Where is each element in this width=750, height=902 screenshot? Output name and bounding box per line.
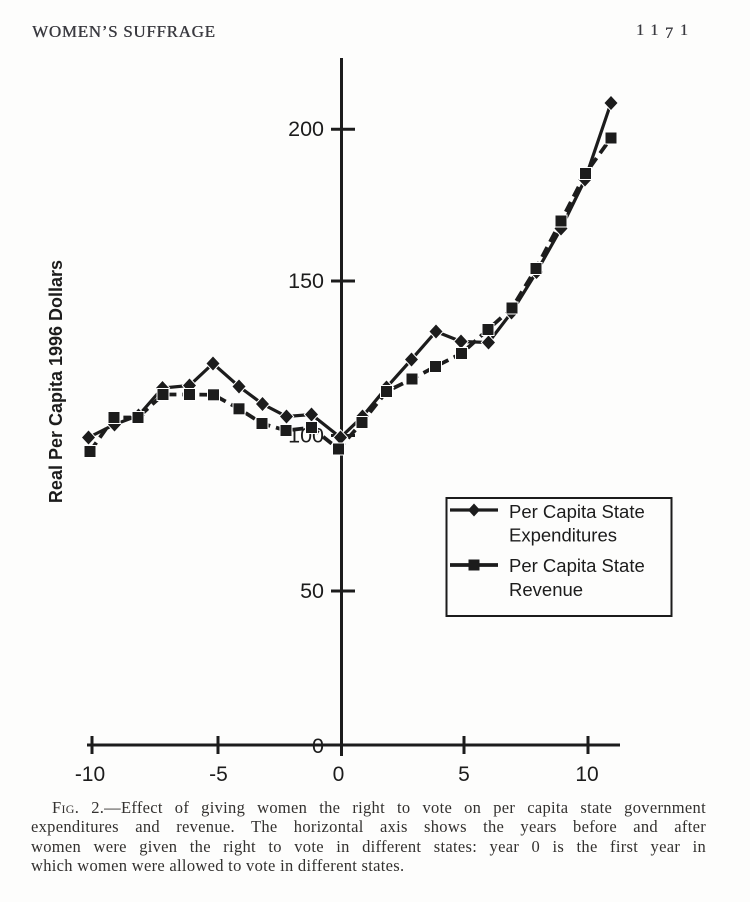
svg-text:50: 50 <box>300 579 324 603</box>
svg-text:Expenditures: Expenditures <box>509 525 617 546</box>
svg-text:-10: -10 <box>75 763 105 786</box>
svg-text:Per Capita State: Per Capita State <box>509 501 645 522</box>
svg-text:Revenue: Revenue <box>509 579 583 600</box>
svg-text:Per Capita State: Per Capita State <box>509 555 645 576</box>
svg-text:Real Per Capita 1996 Dollars: Real Per Capita 1996 Dollars <box>46 260 66 503</box>
svg-text:10: 10 <box>575 763 598 786</box>
svg-text:5: 5 <box>458 763 470 786</box>
svg-text:-5: -5 <box>209 763 228 786</box>
svg-text:200: 200 <box>288 117 324 141</box>
svg-text:150: 150 <box>288 269 324 293</box>
svg-text:0: 0 <box>333 763 345 786</box>
